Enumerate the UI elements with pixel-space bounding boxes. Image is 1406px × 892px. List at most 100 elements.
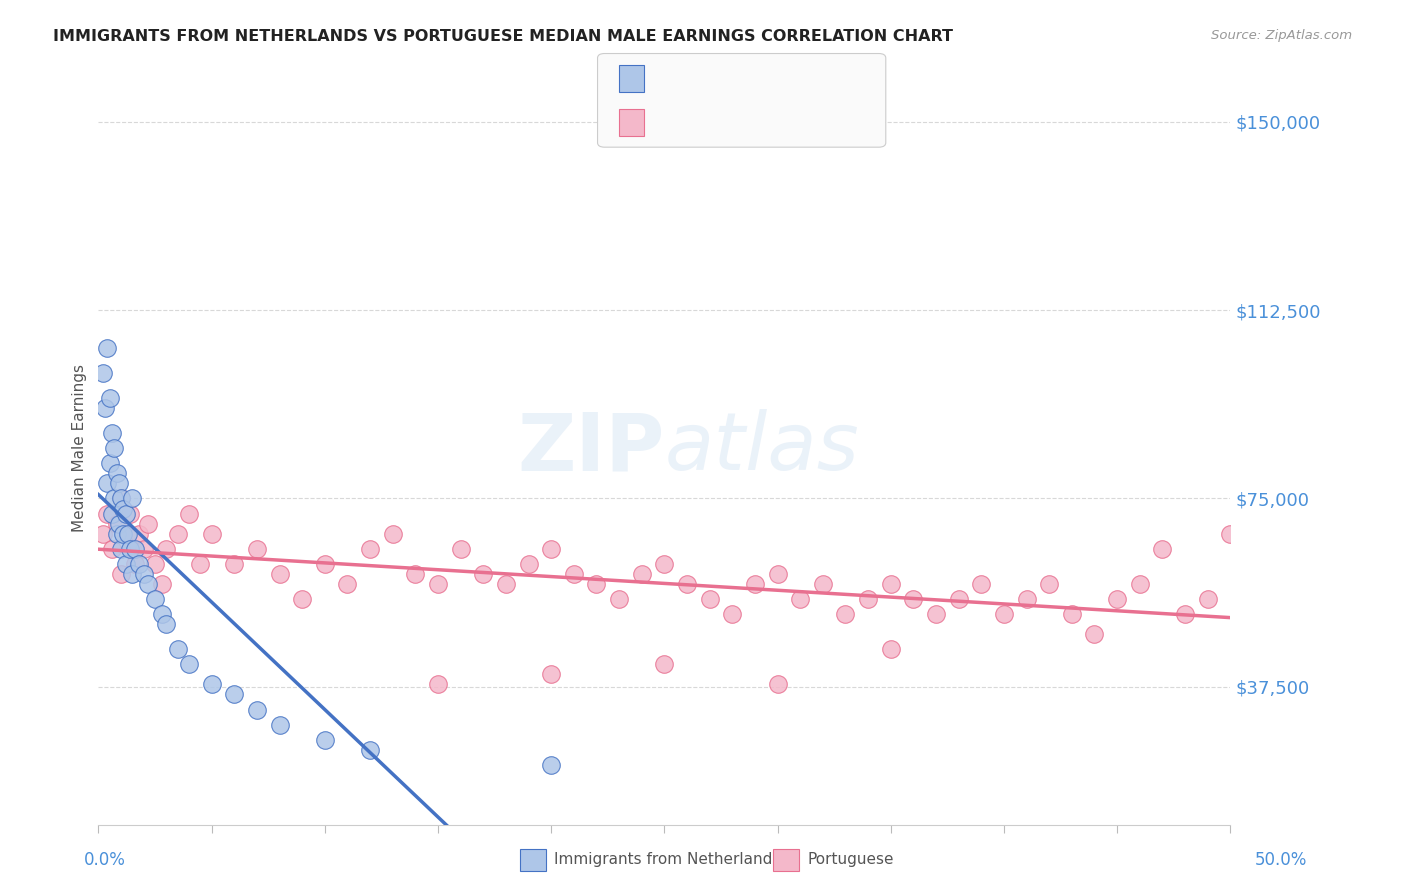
Point xyxy=(789,592,811,607)
Point xyxy=(114,557,136,571)
Text: 40: 40 xyxy=(793,70,814,87)
Point xyxy=(585,577,607,591)
Text: -0.219: -0.219 xyxy=(692,113,745,131)
Point xyxy=(652,657,676,672)
Point xyxy=(120,541,142,556)
Point xyxy=(224,557,246,571)
Point xyxy=(177,657,200,672)
Point xyxy=(540,541,562,556)
Point xyxy=(540,757,562,772)
Point xyxy=(246,702,269,716)
Point xyxy=(110,541,132,556)
Point xyxy=(110,491,132,506)
Point xyxy=(110,491,132,506)
Point xyxy=(1038,577,1060,591)
Point xyxy=(970,577,993,591)
Point xyxy=(562,566,585,581)
Point xyxy=(166,526,188,541)
Point xyxy=(652,557,676,571)
Point xyxy=(143,592,166,607)
Point xyxy=(856,592,879,607)
Point xyxy=(540,667,562,681)
Point xyxy=(766,566,789,581)
Text: 50.0%: 50.0% xyxy=(1256,851,1308,869)
Point xyxy=(811,577,834,591)
Point xyxy=(128,526,150,541)
Point xyxy=(128,557,150,571)
Point xyxy=(721,607,744,621)
Point xyxy=(834,607,856,621)
Point xyxy=(246,541,269,556)
Point xyxy=(630,566,652,581)
Point xyxy=(124,557,146,571)
Point xyxy=(1107,592,1129,607)
Point xyxy=(124,541,146,556)
Point xyxy=(993,607,1015,621)
Point xyxy=(96,476,118,491)
Point xyxy=(381,526,404,541)
Point xyxy=(96,507,118,521)
Point xyxy=(880,642,903,657)
Y-axis label: Median Male Earnings: Median Male Earnings xyxy=(72,364,87,533)
Point xyxy=(105,526,128,541)
Text: 0.0%: 0.0% xyxy=(84,851,127,869)
Point xyxy=(114,507,136,521)
Point xyxy=(150,577,173,591)
Point xyxy=(136,516,159,531)
Point xyxy=(766,677,789,691)
Text: Portuguese: Portuguese xyxy=(807,853,894,867)
Point xyxy=(925,607,948,621)
Text: IMMIGRANTS FROM NETHERLANDS VS PORTUGUESE MEDIAN MALE EARNINGS CORRELATION CHART: IMMIGRANTS FROM NETHERLANDS VS PORTUGUES… xyxy=(53,29,953,44)
Point xyxy=(188,557,211,571)
Point xyxy=(224,688,246,702)
Point xyxy=(314,557,336,571)
Point xyxy=(1219,526,1241,541)
Point xyxy=(107,516,129,531)
Point xyxy=(177,507,200,521)
Point xyxy=(1197,592,1219,607)
Point xyxy=(94,401,117,415)
Point xyxy=(98,391,121,405)
Point xyxy=(121,491,143,506)
Point xyxy=(136,577,159,591)
Point xyxy=(948,592,970,607)
Point xyxy=(155,541,177,556)
Point xyxy=(110,566,132,581)
Text: R =: R = xyxy=(652,113,689,131)
Text: N =: N = xyxy=(756,70,793,87)
Point xyxy=(121,541,143,556)
Point xyxy=(105,467,128,481)
Point xyxy=(103,442,125,455)
Point xyxy=(676,577,699,591)
Point xyxy=(1083,627,1105,641)
Point xyxy=(880,577,903,591)
Point xyxy=(103,491,125,506)
Text: 71: 71 xyxy=(793,113,814,131)
Point xyxy=(112,501,135,516)
Point xyxy=(517,557,540,571)
Point xyxy=(101,426,124,441)
Point xyxy=(314,732,336,747)
Point xyxy=(744,577,766,591)
Text: atlas: atlas xyxy=(665,409,859,487)
Point xyxy=(166,642,188,657)
Text: -0.316: -0.316 xyxy=(692,70,745,87)
Point xyxy=(117,526,139,541)
Point xyxy=(150,607,173,621)
Point xyxy=(114,526,136,541)
Text: ZIP: ZIP xyxy=(517,409,665,487)
Text: R =: R = xyxy=(652,70,689,87)
Point xyxy=(91,366,114,380)
Point xyxy=(1129,577,1152,591)
Point xyxy=(132,541,155,556)
Point xyxy=(903,592,925,607)
Text: N =: N = xyxy=(756,113,793,131)
Point xyxy=(101,541,124,556)
Point xyxy=(427,677,450,691)
Point xyxy=(1152,541,1174,556)
Point xyxy=(107,476,129,491)
Point xyxy=(269,717,291,731)
Point xyxy=(699,592,721,607)
Point xyxy=(495,577,517,591)
Point xyxy=(472,566,495,581)
